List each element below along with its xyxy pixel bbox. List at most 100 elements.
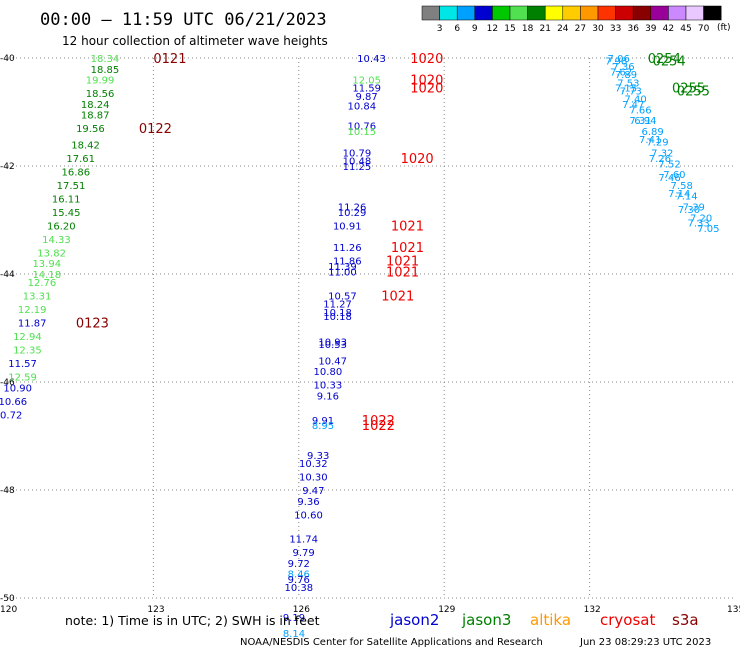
colorbar-tick: 6 (454, 24, 460, 34)
wave-height-label: 7.15 (615, 84, 637, 95)
wave-height-label: 8.46 (288, 570, 310, 581)
wave-height-label: 8.95 (312, 421, 334, 432)
wave-height-label: 10.57 (328, 292, 357, 303)
colorbar-swatch (544, 5, 564, 21)
colorbar-tick: 70 (698, 24, 710, 34)
colorbar-tick: 42 (663, 24, 674, 34)
wave-height-label: 11.00 (328, 267, 357, 278)
time-label: 1020 (410, 74, 443, 89)
wave-height-label: 10.84 (347, 102, 376, 113)
wave-height-label: 8.14 (283, 629, 305, 640)
x-tick-labels: 120 123 126 129 132 135 (0, 605, 740, 615)
wave-height-label: 9.36 (297, 497, 319, 508)
wave-height-label: 17.51 (57, 181, 86, 192)
colorbar-tick: 9 (472, 24, 478, 34)
y-tick-label: -46 (0, 378, 15, 388)
wave-height-label: 10.38 (284, 583, 313, 594)
wave-height-label: 11.74 (289, 535, 318, 546)
wave-height-label: 7.30 (678, 205, 700, 216)
colorbar-swatch (509, 5, 528, 21)
x-tick-label: 135 (727, 605, 740, 615)
wave-height-label: 12.19 (18, 305, 47, 316)
time-label: 0255 (672, 82, 705, 97)
satellite-legend-item: jason3 (461, 611, 511, 629)
wave-height-label: 11.86 (333, 257, 362, 268)
colorbar-swatch (492, 5, 511, 21)
grid-lines (8, 57, 735, 599)
wave-height-label: 10.29 (338, 208, 367, 219)
wave-height-label: 18.87 (81, 111, 110, 122)
wave-height-label: 10.76 (347, 122, 376, 133)
wave-height-label: 12.59 (8, 373, 37, 384)
wave-height-label: 6.94 (634, 116, 656, 127)
colorbar-tick: 39 (645, 24, 657, 34)
colorbar-swatch (685, 5, 704, 21)
colorbar-swatch (580, 5, 599, 21)
satellite-legend-item: jason2 (389, 611, 439, 629)
wave-height-label: 11.59 (352, 84, 381, 95)
wave-height-label: 7.58 (671, 181, 693, 192)
wave-height-label: 19.99 (86, 76, 115, 87)
wave-height-label: 14.18 (32, 270, 61, 281)
satellite-legend-item: cryosat (600, 611, 655, 629)
time-label: 0255 (677, 84, 710, 99)
wave-height-label: 18.34 (91, 54, 120, 65)
wave-height-label: 11.39 (328, 262, 357, 273)
wave-height-label: 18.42 (71, 140, 100, 151)
wave-height-label: 11.27 (323, 300, 352, 311)
colorbar-swatch (668, 5, 687, 21)
colorbar-swatch (474, 5, 493, 21)
wave-height-label: 10.53 (318, 340, 347, 351)
wave-height-label: 10.80 (314, 367, 343, 378)
wave-height-label: 10.43 (357, 54, 386, 65)
wave-height-label: 10.93 (318, 338, 347, 349)
wave-height-label: 9.47 (302, 486, 324, 497)
time-label: 1022 (362, 414, 395, 429)
wave-height-label: 7.53 (617, 78, 639, 89)
colorbar-tick: 21 (539, 24, 550, 34)
wave-height-label: 10.72 (0, 410, 22, 421)
y-tick-label: -48 (0, 486, 15, 496)
time-label: 0254 (653, 55, 686, 70)
wave-height-label: 10.33 (314, 381, 343, 392)
wave-height-label: 12.94 (13, 332, 42, 343)
wave-height-label: 7.66 (629, 105, 651, 116)
colorbar-tick: 15 (504, 24, 515, 34)
wave-height-label: 9.79 (293, 548, 315, 559)
footer-credit: NOAA/NESDIS Center for Satellite Applica… (240, 637, 543, 648)
chart-title: 00:00 – 11:59 UTC 06/21/2023 (40, 10, 327, 30)
wave-height-label: 6.89 (641, 127, 663, 138)
wave-height-label: 7.20 (690, 213, 712, 224)
wave-height-label: 7.60 (663, 170, 685, 181)
wave-height-label: 12.35 (13, 346, 42, 357)
y-tick-labels: -40 -42 -44 -46 -48 -50 (0, 54, 15, 604)
wave-height-label: 9.87 (356, 92, 378, 103)
wave-height-label: 9.19 (283, 613, 305, 624)
wave-height-label: 9.76 (288, 575, 310, 586)
satellite-legend-item: s3a (672, 611, 699, 629)
wave-height-label: 7.41 (639, 135, 661, 146)
wave-height-label: 7.47 (622, 100, 644, 111)
time-label: 1020 (410, 82, 443, 97)
wave-height-label: 16.11 (52, 194, 81, 205)
time-label: 1021 (391, 219, 424, 234)
y-tick-label: -42 (0, 162, 15, 172)
colorbar-swatch (562, 5, 581, 21)
wave-height-label: 10.15 (347, 127, 376, 138)
time-label: 1020 (401, 152, 434, 167)
y-tick-label: -50 (0, 594, 15, 604)
time-label: 1021 (386, 255, 419, 270)
colorbar-swatch (703, 5, 722, 21)
wave-height-label: 18.56 (86, 89, 115, 100)
colorbar-tick: 24 (557, 24, 569, 34)
wave-height-label: 7.46 (658, 173, 680, 184)
y-tick-label: -40 (0, 54, 15, 64)
wave-height-label: 13.82 (37, 248, 66, 259)
wave-height-label: 10.30 (299, 473, 328, 484)
wave-height-label: 16.20 (47, 221, 76, 232)
colorbar-legend: 3 6 9 12 15 18 21 24 27 30 33 36 39 42 45 70 (421, 5, 722, 34)
wave-height-label: 13.31 (23, 292, 52, 303)
wave-height-label: 7.40 (625, 95, 647, 106)
x-tick-label: 120 (0, 605, 17, 615)
